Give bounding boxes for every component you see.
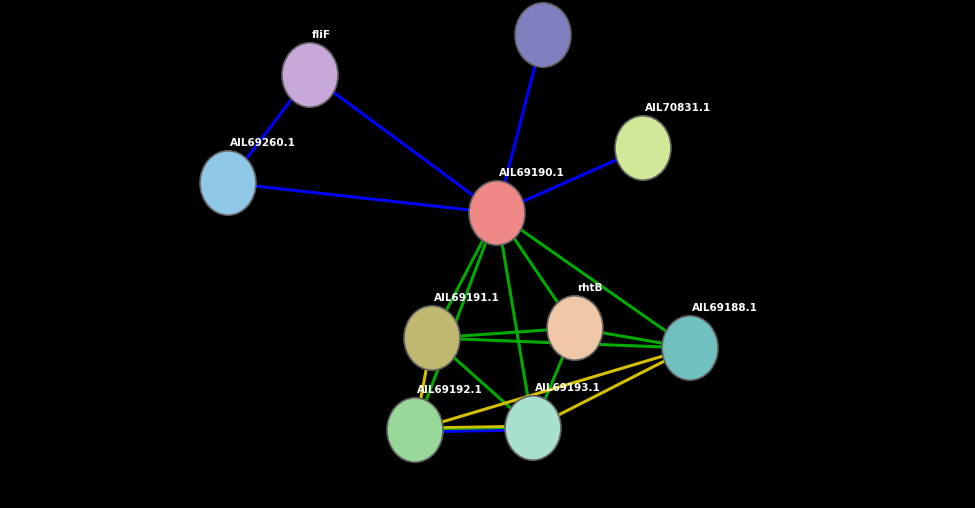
Text: AIL69260.1: AIL69260.1 bbox=[230, 138, 295, 148]
Ellipse shape bbox=[615, 116, 671, 180]
Ellipse shape bbox=[515, 3, 571, 67]
Ellipse shape bbox=[200, 151, 256, 215]
Ellipse shape bbox=[387, 398, 443, 462]
Text: AIL69188.1: AIL69188.1 bbox=[692, 303, 758, 313]
Ellipse shape bbox=[505, 396, 561, 460]
Ellipse shape bbox=[404, 306, 460, 370]
Text: fliF: fliF bbox=[312, 30, 331, 40]
Ellipse shape bbox=[282, 43, 338, 107]
Text: AIL69191.1: AIL69191.1 bbox=[434, 293, 500, 303]
Text: rhtB: rhtB bbox=[577, 283, 603, 293]
Ellipse shape bbox=[662, 316, 718, 380]
Text: AIL69192.1: AIL69192.1 bbox=[417, 385, 483, 395]
Ellipse shape bbox=[547, 296, 603, 360]
Text: AIL69190.1: AIL69190.1 bbox=[499, 168, 565, 178]
Ellipse shape bbox=[469, 181, 525, 245]
Text: AIL70831.1: AIL70831.1 bbox=[645, 103, 711, 113]
Text: AIL69193.1: AIL69193.1 bbox=[535, 383, 601, 393]
